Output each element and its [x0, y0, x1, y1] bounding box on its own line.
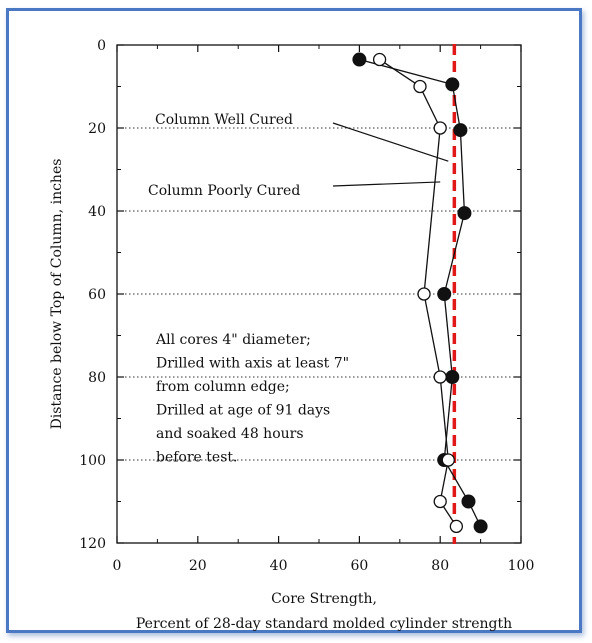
y-tick-label: 60	[88, 287, 106, 303]
annotation-line: Drilled at age of 91 days	[156, 403, 330, 419]
point-poorly_cured	[433, 121, 447, 135]
y-tick-label: 40	[88, 204, 106, 220]
point-poorly_cured	[417, 287, 431, 301]
point-poorly_cured	[433, 494, 447, 509]
point-well_cured	[352, 52, 367, 67]
point-poorly_cured	[449, 519, 464, 534]
annotation-layer: All cores 4" diameter; Drilled with axis …	[155, 332, 349, 466]
point-poorly_cured	[433, 370, 447, 384]
point-well_cured	[473, 519, 488, 534]
annotation-line: Drilled with axis at least 7"	[156, 356, 349, 372]
x-tick-label: 40	[270, 558, 288, 574]
point-poorly_cured	[372, 52, 387, 67]
y-axis-title: Distance below Top of Column, inches	[49, 159, 65, 430]
x-tick-label: 60	[350, 558, 368, 574]
x-axis-title-line1: Core Strength,	[271, 591, 377, 607]
series-line-poorly_cured	[379, 58, 457, 527]
annotation-line: before test.	[156, 450, 237, 466]
point-well_cured	[457, 206, 472, 221]
point-poorly_cured	[441, 453, 455, 467]
x-axis-title-line2: Percent of 28-day standard molded cylind…	[136, 616, 512, 632]
tick-layer: 0 20 40 60 80 100 120 0 20 40 60 80 100	[79, 38, 534, 574]
series-layer	[352, 52, 488, 534]
point-well_cured	[453, 123, 468, 138]
leader-line-poorly_cured	[332, 181, 441, 187]
point-well_cured	[437, 287, 452, 301]
leader-line-well_cured	[332, 122, 449, 162]
x-tick-label: 0	[113, 558, 122, 574]
x-tick-label: 80	[431, 558, 449, 574]
y-tick-label: 0	[97, 38, 106, 54]
point-well_cured	[445, 77, 460, 92]
x-tick-label: 20	[189, 558, 207, 574]
y-tick-label: 80	[88, 370, 106, 386]
y-tick-label: 120	[79, 536, 106, 552]
x-tick-label: 100	[508, 558, 535, 574]
annotation-line: All cores 4" diameter;	[155, 332, 311, 348]
point-poorly_cured	[413, 79, 427, 94]
point-well_cured	[461, 494, 476, 509]
label-well_cured: Column Well Cured	[155, 112, 293, 128]
label-layer: Column Well Cured Column Poorly Cured	[148, 112, 449, 199]
y-tick-label: 100	[79, 453, 106, 469]
annotation-line: and soaked 48 hours	[156, 426, 304, 442]
y-tick-label: 20	[88, 121, 106, 137]
annotation-line: from column edge;	[156, 379, 290, 395]
label-poorly_cured: Column Poorly Cured	[148, 183, 300, 199]
point-well_cured	[445, 370, 460, 384]
